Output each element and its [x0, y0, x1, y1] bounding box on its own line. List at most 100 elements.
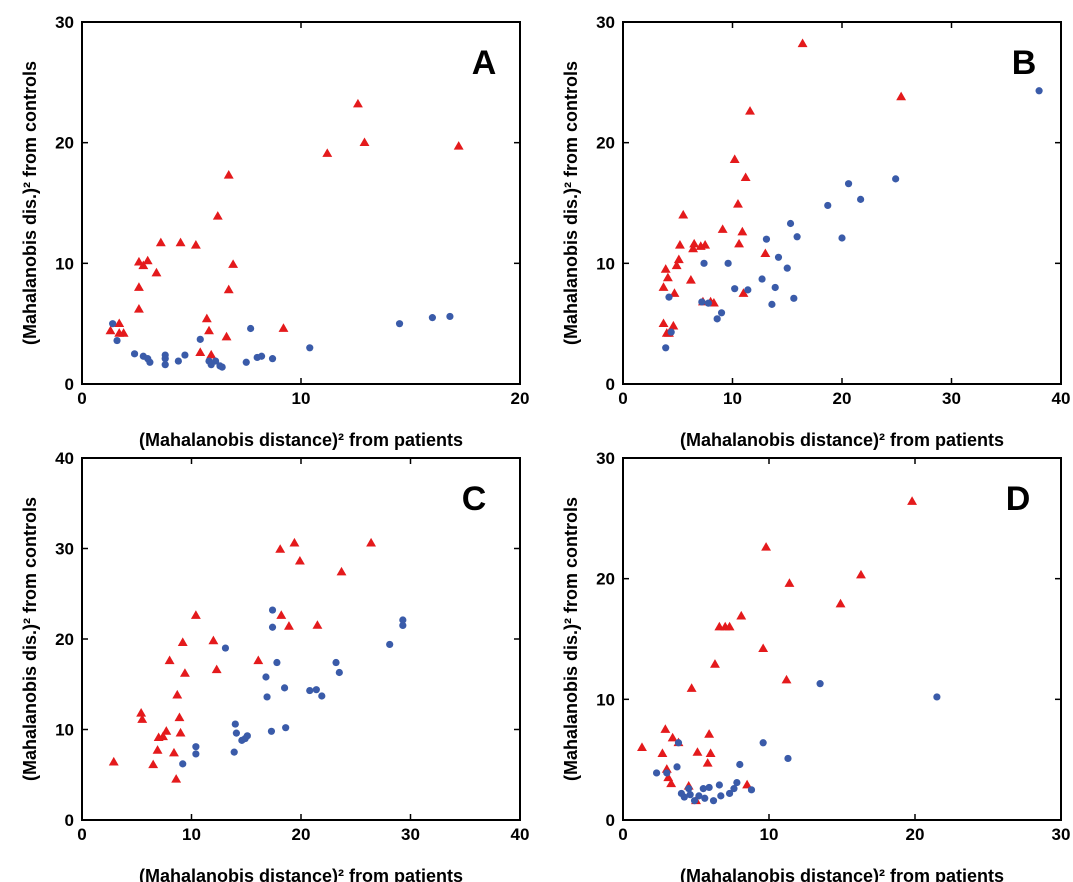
control-circle-point: [232, 729, 240, 737]
patient-triangle-point: [151, 267, 162, 277]
control-circle-point: [662, 344, 670, 352]
control-circle-point: [838, 234, 846, 242]
patient-triangle-point: [688, 243, 699, 253]
patient-triangle-point: [275, 544, 286, 553]
patient-triangle-point: [253, 655, 264, 665]
control-circle-point: [335, 668, 343, 677]
patient-triangle-point: [660, 264, 671, 273]
patient-triangle-point: [742, 779, 753, 789]
control-circle-point: [109, 320, 117, 328]
panel-c-scatter: C (Mahalanobis distance)² from patients …: [20, 449, 529, 882]
x-tick-label: 10: [292, 389, 311, 408]
control-circle-point: [306, 344, 314, 352]
x-tick-label: 30: [942, 389, 961, 408]
control-circle-point: [674, 739, 683, 747]
control-circle-point: [280, 684, 289, 692]
x-tick-label: 20: [511, 389, 530, 408]
control-circle-point: [892, 175, 900, 183]
x-tick-label: 20: [292, 825, 311, 844]
patient-triangle-point: [734, 238, 745, 248]
control-circle-point: [717, 309, 726, 317]
patient-triangle-point: [322, 148, 333, 157]
control-circle-point: [242, 358, 250, 366]
control-circle-point: [268, 355, 277, 363]
patient-triangle-point: [294, 555, 305, 565]
patient-triangle-point: [158, 731, 168, 741]
patient-triangle-point: [717, 224, 728, 233]
patient-triangle-point: [678, 209, 689, 219]
y-tick-label: 20: [55, 134, 74, 153]
patient-triangle-point: [137, 714, 148, 723]
control-circle-point: [844, 180, 853, 188]
x-tick-label: 0: [618, 825, 627, 844]
patient-triangle-point: [686, 683, 697, 692]
x-tick-label: 20: [906, 825, 925, 844]
patient-triangle-point: [737, 226, 748, 236]
patient-triangle-point: [278, 323, 289, 332]
control-circle-point: [268, 623, 277, 631]
patient-triangle-point: [148, 759, 159, 769]
control-circle-point: [933, 693, 941, 701]
patient-triangle-point: [161, 726, 172, 735]
control-circle-point: [161, 355, 169, 363]
y-axis-title: (Mahalanobis dis.)² from controls: [561, 61, 581, 345]
patient-triangle-point: [223, 284, 234, 294]
patient-triangle-point: [658, 318, 669, 328]
control-circle-point: [824, 201, 832, 210]
control-circle-point: [705, 783, 713, 792]
patient-triangle-point: [206, 349, 217, 359]
y-tick-label: 0: [65, 375, 74, 394]
patient-triangle-point: [366, 537, 377, 547]
control-circle-point: [174, 357, 182, 365]
patient-triangle-point: [781, 674, 792, 684]
patient-triangle-point: [896, 91, 907, 101]
patient-triangle-point: [740, 172, 751, 182]
control-circle-point: [263, 693, 271, 701]
panel-label: A: [472, 44, 497, 82]
y-axis-title: (Mahalanobis dis.)² from controls: [561, 497, 581, 781]
control-circle-point: [695, 792, 703, 800]
control-circle-point: [724, 259, 732, 267]
y-tick-label: 30: [55, 13, 74, 32]
control-circle-point: [192, 743, 200, 751]
x-tick-label: 30: [1052, 825, 1071, 844]
patient-triangle-point: [136, 708, 147, 717]
x-tick-label: 0: [77, 389, 86, 408]
patient-triangle-point: [675, 240, 685, 249]
y-tick-label: 10: [55, 254, 74, 273]
patient-triangle-point: [760, 248, 771, 258]
control-circle-point: [786, 219, 795, 228]
patient-triangle-point: [105, 325, 116, 335]
control-circle-point: [663, 769, 671, 777]
x-tick-label: 10: [723, 389, 742, 408]
control-circle-point: [690, 797, 699, 805]
patient-triangle-point: [353, 98, 363, 108]
x-axis-title: (Mahalanobis distance)² from patients: [139, 866, 463, 882]
patient-triangle-point: [729, 154, 740, 163]
patient-triangle-point: [289, 537, 300, 547]
patient-triangle-point: [174, 712, 185, 722]
patient-triangle-point: [660, 724, 671, 733]
patient-triangle-point: [164, 655, 175, 665]
control-circle-point: [1035, 87, 1043, 95]
patient-triangle-point: [169, 747, 179, 757]
control-circle-point: [771, 283, 779, 292]
patient-triangle-point: [733, 199, 743, 208]
panel-label: C: [462, 480, 487, 518]
patient-triangle-point: [312, 620, 323, 629]
patient-triangle-point: [171, 774, 182, 783]
control-circle-point: [857, 195, 865, 203]
patient-triangle-point: [175, 237, 186, 247]
y-tick-label: 30: [596, 449, 615, 468]
y-tick-label: 30: [55, 540, 74, 559]
patient-triangle-point: [336, 566, 347, 576]
y-tick-label: 30: [596, 13, 615, 32]
patient-triangle-point: [669, 288, 680, 297]
control-circle-point: [667, 328, 675, 336]
patient-triangle-point: [208, 635, 219, 645]
patient-triangle-point: [700, 240, 711, 249]
patient-triangle-point: [797, 38, 808, 48]
patient-triangle-point: [114, 318, 125, 328]
control-circle-point: [243, 732, 251, 740]
